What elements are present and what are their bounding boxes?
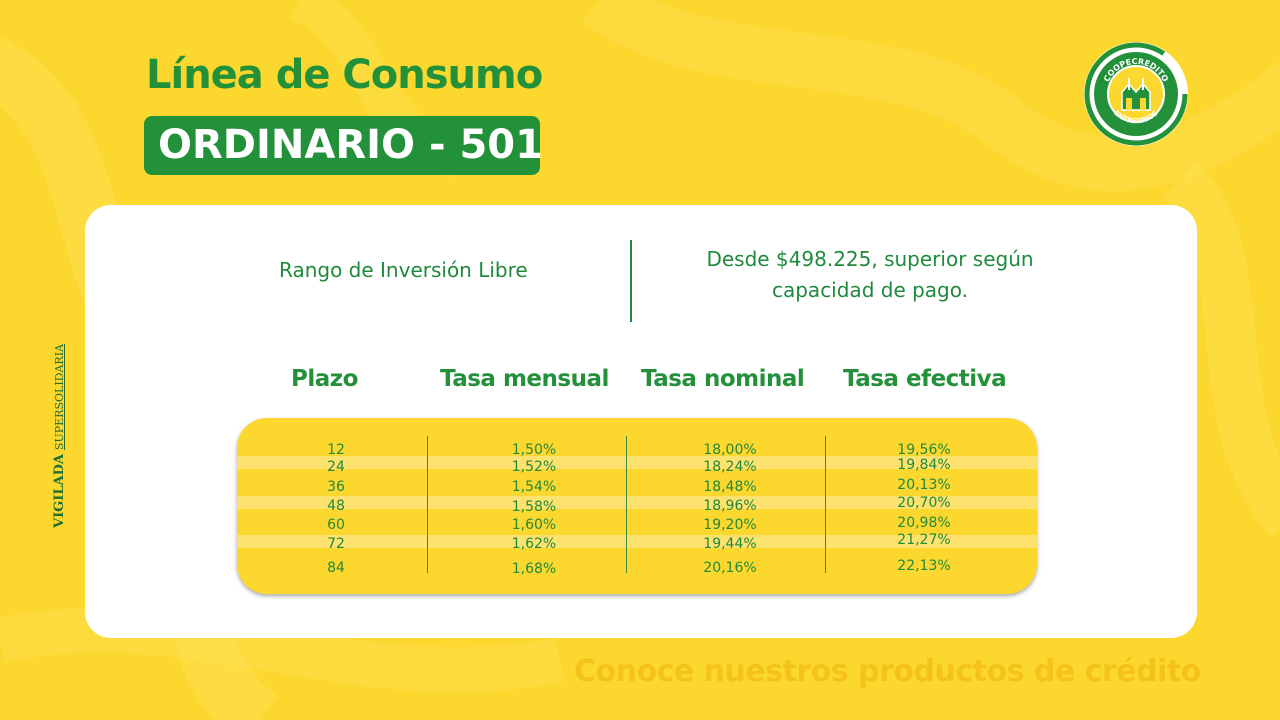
- table-cell: 20,16%: [703, 560, 757, 576]
- supersolidaria-text: SUPERSOLIDARIA: [53, 344, 66, 451]
- table-cell: 36: [327, 479, 345, 495]
- header-tasa-efectiva: Tasa efectiva: [843, 366, 1007, 392]
- vigilada-text: VIGILADA: [52, 454, 67, 528]
- table-stripe: [237, 535, 1037, 548]
- vigilada-supersolidaria-label: VIGILADA SUPERSOLIDARIA: [12, 318, 92, 528]
- table-cell: 1,52%: [511, 459, 557, 475]
- rates-table: 12 1,50% 18,00% 19,56% 24 1,52% 18,24% 19,84% 36…: [237, 418, 1037, 594]
- table-cell: 21,27%: [897, 532, 951, 548]
- table-cell: 12: [327, 442, 345, 458]
- table-cell: 60: [327, 517, 345, 533]
- table-cell: 18,48%: [703, 479, 757, 495]
- table-cell: 19,84%: [897, 457, 951, 473]
- column-divider: [427, 436, 428, 573]
- table-cell: 1,58%: [511, 499, 557, 515]
- table-cell: 20,13%: [897, 477, 951, 493]
- table-cell: 1,62%: [511, 536, 557, 552]
- table-stripe: [237, 456, 1037, 469]
- table-stripe: [237, 496, 1037, 509]
- header-tasa-nominal: Tasa nominal: [641, 366, 805, 392]
- table-cell: 20,98%: [897, 515, 951, 531]
- header-plazo: Plazo: [291, 366, 358, 392]
- page-title: Línea de Consumo: [146, 52, 543, 98]
- investment-range-line-2: capacidad de pago.: [771, 278, 968, 302]
- investment-range-value: Desde $498.225, superior según capacidad…: [660, 244, 1080, 306]
- investment-range-line-1: Desde $498.225, superior según: [706, 247, 1034, 271]
- table-cell: 24: [327, 459, 345, 475]
- table-cell: 22,13%: [897, 558, 951, 574]
- table-cell: 18,96%: [703, 498, 757, 514]
- investment-range-label: Rango de Inversión Libre: [279, 258, 528, 282]
- table-cell: 19,20%: [703, 517, 757, 533]
- table-cell: 19,44%: [703, 536, 757, 552]
- table-cell: 48: [327, 498, 345, 514]
- header-tasa-mensual: Tasa mensual: [440, 366, 609, 392]
- table-cell: 19,56%: [897, 442, 951, 458]
- table-cell: 1,54%: [511, 479, 557, 495]
- column-divider: [825, 436, 826, 573]
- column-divider: [626, 436, 627, 573]
- table-cell: 18,00%: [703, 442, 757, 458]
- table-cell: 72: [327, 536, 345, 552]
- table-cell: 20,70%: [897, 495, 951, 511]
- coopecredito-logo-icon: COOPECREDITO ENTRERRIOS: [1084, 42, 1188, 146]
- divider: [630, 240, 632, 322]
- footer-tagline: Conoce nuestros productos de crédito: [574, 654, 1201, 689]
- table-cell: 84: [327, 560, 345, 576]
- table-cell: 1,68%: [511, 561, 557, 577]
- product-code-badge: ORDINARIO - 501: [144, 116, 543, 175]
- table-cell: 18,24%: [703, 459, 757, 475]
- table-cell: 1,50%: [511, 442, 557, 458]
- table-cell: 1,60%: [511, 517, 557, 533]
